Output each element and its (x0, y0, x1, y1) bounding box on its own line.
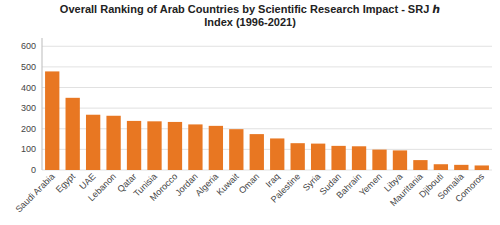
bar (270, 138, 284, 170)
x-tick-label: Morocco (148, 171, 179, 202)
bar (209, 126, 223, 170)
grid (42, 46, 492, 170)
y-tick-label: 0 (31, 165, 36, 175)
grid-line (42, 46, 492, 47)
bar (393, 150, 407, 170)
bar (372, 150, 386, 170)
bar (147, 121, 161, 170)
x-tick-label: Lebanon (86, 171, 118, 203)
x-tick-label: Kuwait (215, 171, 242, 198)
x-tick-label: Saudi Arabia (13, 171, 56, 214)
y-tick-label: 200 (21, 124, 36, 134)
bar (45, 71, 59, 170)
x-tick-label: Oman (237, 171, 261, 195)
bar (434, 164, 448, 170)
bar (127, 121, 141, 170)
bar (86, 115, 100, 170)
bar (311, 144, 325, 170)
y-tick-label: 500 (21, 62, 36, 72)
bar (454, 165, 468, 170)
grid-line (42, 108, 492, 109)
bar (250, 134, 264, 170)
y-axis-line (42, 38, 43, 170)
chart-svg: Overall Ranking of Arab Countries by Sci… (0, 0, 500, 225)
title: Overall Ranking of Arab Countries by Sci… (60, 3, 440, 28)
bar (66, 98, 80, 170)
x-tick-label: Egypt (54, 171, 78, 195)
bar (413, 160, 427, 170)
bar (352, 146, 366, 170)
x-tick-label: Yemen (357, 171, 384, 198)
bar (188, 124, 202, 170)
y-tick-label: 600 (21, 41, 36, 51)
x-tick-label: Algeria (193, 171, 220, 198)
x-tick-label: Comoros (453, 171, 486, 204)
bar (331, 146, 345, 170)
x-tick-label: Palestine (269, 171, 302, 204)
bar (106, 116, 120, 170)
x-tick-label: Bahrain (334, 171, 363, 200)
chart-container: Overall Ranking of Arab Countries by Sci… (0, 0, 500, 225)
background (0, 0, 500, 225)
y-tick-label: 100 (21, 144, 36, 154)
grid-line (42, 87, 492, 88)
bar (168, 122, 182, 170)
bar (291, 143, 305, 170)
bar (229, 129, 243, 170)
bars (45, 71, 489, 170)
grid-line (42, 66, 492, 67)
y-tick-label: 400 (21, 83, 36, 93)
y-tick-label: 300 (21, 103, 36, 113)
bar (475, 165, 489, 170)
